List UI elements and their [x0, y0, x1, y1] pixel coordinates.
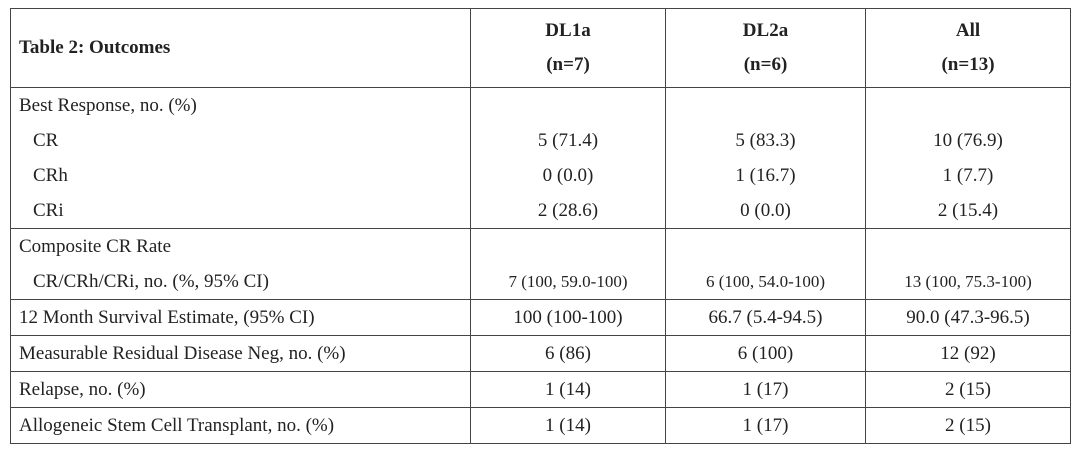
row-label: CRi: [10, 193, 471, 229]
table-row: CRi 2 (28.6) 0 (0.0) 2 (15.4): [10, 193, 1071, 229]
row-group: Relapse, no. (%) 1 (14) 1 (17) 2 (15): [10, 371, 1071, 408]
table-row: Measurable Residual Disease Neg, no. (%)…: [10, 335, 1071, 372]
cell: 1 (14): [470, 371, 666, 408]
cell: 1 (14): [470, 407, 666, 444]
cell: 2 (28.6): [470, 193, 666, 229]
cell: 2 (15): [865, 407, 1071, 444]
cell: [665, 228, 866, 264]
column-n: (n=13): [941, 54, 995, 75]
cell: 2 (15): [865, 371, 1071, 408]
cell: 1 (7.7): [865, 158, 1071, 193]
cell: 13 (100, 75.3-100): [865, 264, 1071, 300]
cell: [470, 87, 666, 123]
cell: 0 (0.0): [665, 193, 866, 229]
cell: 5 (83.3): [665, 123, 866, 158]
row-label: Allogeneic Stem Cell Transplant, no. (%): [10, 407, 471, 444]
cell: 6 (86): [470, 335, 666, 372]
outcomes-table: Table 2: Outcomes DL1a (n=7) DL2a (n=6) All (…: [10, 8, 1071, 444]
cell: 7 (100, 59.0-100): [470, 264, 666, 300]
row-label: Best Response, no. (%): [10, 87, 471, 123]
header-row: Table 2: Outcomes DL1a (n=7) DL2a (n=6) All (…: [10, 8, 1071, 88]
row-label: CRh: [10, 158, 471, 193]
row-group: Best Response, no. (%) CR 5 (71.4) 5 (83.3)…: [10, 87, 1071, 229]
table-row: Composite CR Rate: [10, 228, 1071, 264]
table-row: Best Response, no. (%): [10, 87, 1071, 123]
cell: 1 (16.7): [665, 158, 866, 193]
cell: [865, 87, 1071, 123]
cell: 12 (92): [865, 335, 1071, 372]
row-label: Measurable Residual Disease Neg, no. (%): [10, 335, 471, 372]
cell: [470, 228, 666, 264]
cell: [665, 87, 866, 123]
table-row: CR 5 (71.4) 5 (83.3) 10 (76.9): [10, 123, 1071, 158]
column-name: DL2a: [742, 20, 789, 41]
row-label: CR: [10, 123, 471, 158]
row-label: 12 Month Survival Estimate, (95% CI): [10, 299, 471, 336]
cell: 66.7 (5.4-94.5): [665, 299, 866, 336]
cell: 100 (100-100): [470, 299, 666, 336]
column-header: All (n=13): [865, 8, 1071, 88]
column-header: DL2a (n=6): [665, 8, 866, 88]
cell: [865, 228, 1071, 264]
cell: 1 (17): [665, 371, 866, 408]
row-group: Allogeneic Stem Cell Transplant, no. (%)…: [10, 407, 1071, 444]
row-label: Composite CR Rate: [10, 228, 471, 264]
row-label: CR/CRh/CRi, no. (%, 95% CI): [10, 264, 471, 300]
table-row: 12 Month Survival Estimate, (95% CI) 100 …: [10, 299, 1071, 336]
cell: 0 (0.0): [470, 158, 666, 193]
row-group: 12 Month Survival Estimate, (95% CI) 100 …: [10, 299, 1071, 336]
cell: 10 (76.9): [865, 123, 1071, 158]
cell: 6 (100): [665, 335, 866, 372]
table-title: Table 2: Outcomes: [10, 8, 471, 88]
cell: 6 (100, 54.0-100): [665, 264, 866, 300]
table-row: CR/CRh/CRi, no. (%, 95% CI) 7 (100, 59.0-…: [10, 264, 1071, 300]
row-group: Measurable Residual Disease Neg, no. (%)…: [10, 335, 1071, 372]
column-n: (n=6): [743, 54, 788, 75]
cell: 2 (15.4): [865, 193, 1071, 229]
table-row: Allogeneic Stem Cell Transplant, no. (%)…: [10, 407, 1071, 444]
row-label: Relapse, no. (%): [10, 371, 471, 408]
cell: 90.0 (47.3-96.5): [865, 299, 1071, 336]
table-row: Relapse, no. (%) 1 (14) 1 (17) 2 (15): [10, 371, 1071, 408]
table-row: CRh 0 (0.0) 1 (16.7) 1 (7.7): [10, 158, 1071, 193]
column-name: DL1a: [545, 20, 591, 41]
column-name: All: [955, 20, 981, 41]
table-header: Table 2: Outcomes DL1a (n=7) DL2a (n=6) All (…: [10, 8, 1071, 88]
column-n: (n=7): [546, 54, 590, 75]
cell: 5 (71.4): [470, 123, 666, 158]
column-header: DL1a (n=7): [470, 8, 666, 88]
row-group: Composite CR Rate CR/CRh/CRi, no. (%, 95%…: [10, 228, 1071, 300]
cell: 1 (17): [665, 407, 866, 444]
